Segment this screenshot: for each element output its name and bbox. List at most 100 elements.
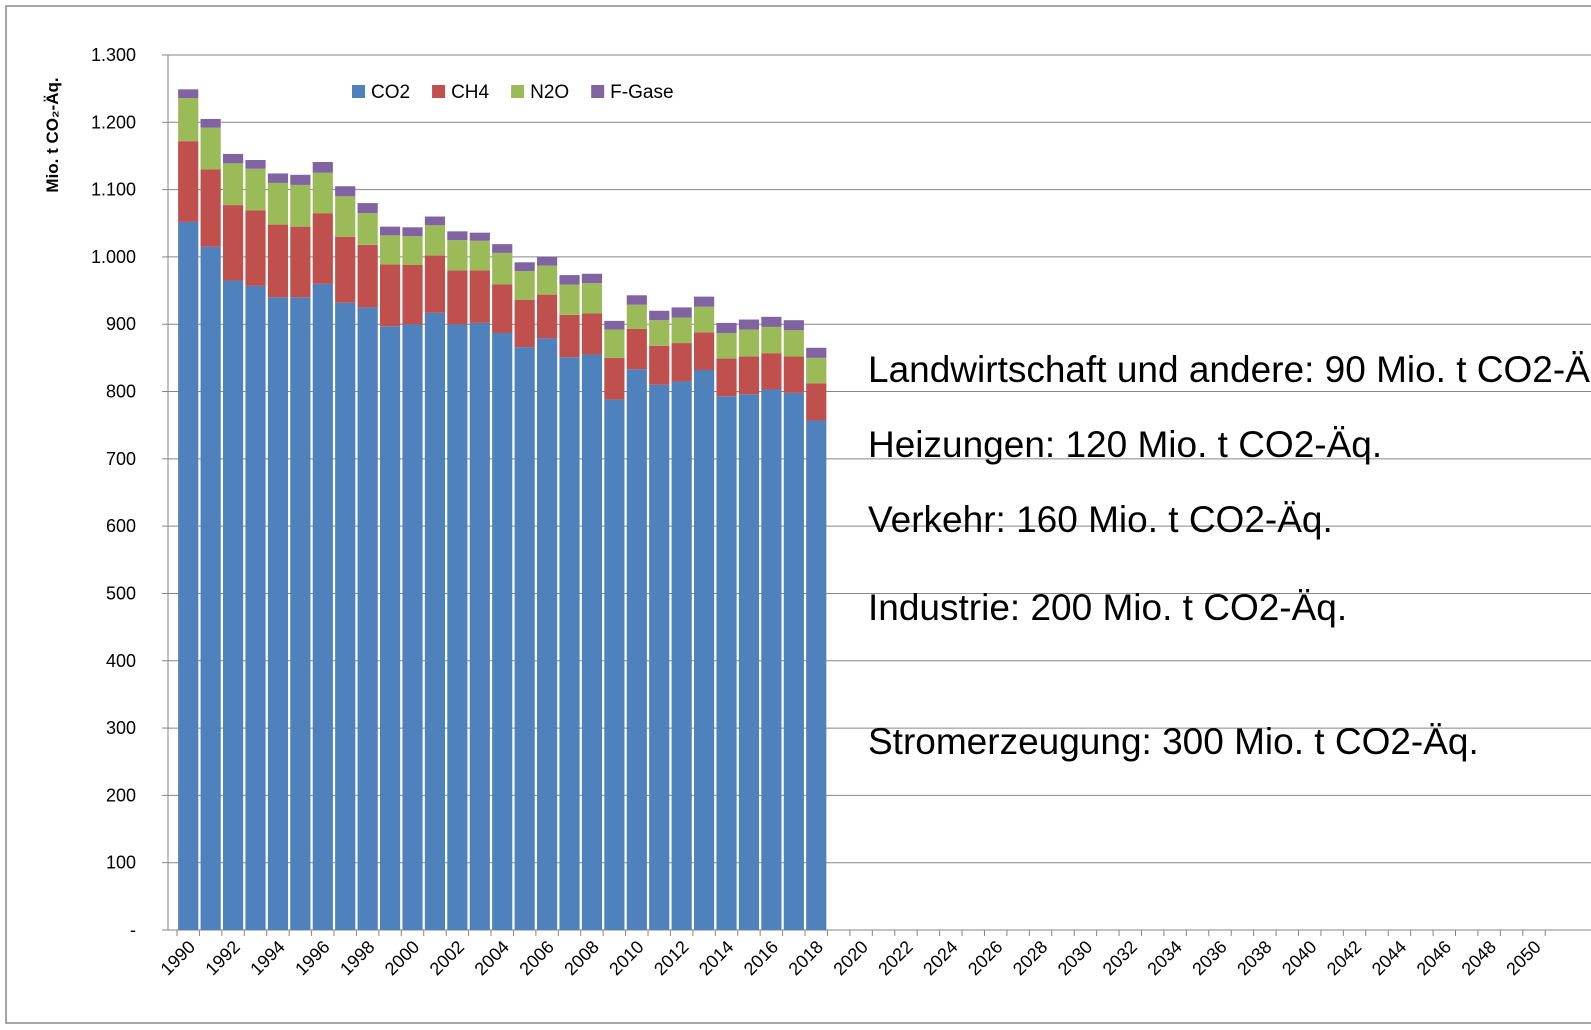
bar-segment xyxy=(290,226,311,298)
legend-label: N2O xyxy=(530,82,569,103)
bar-segment xyxy=(581,273,603,284)
bar-segment xyxy=(649,384,670,930)
legend-swatch xyxy=(591,85,605,98)
bar-segment xyxy=(222,163,244,206)
bar-segment xyxy=(379,264,401,327)
annotation: Verkehr: 160 Mio. t CO2-Äq. xyxy=(868,499,1333,540)
bar-segment xyxy=(604,329,625,358)
bar-segment xyxy=(290,184,311,227)
bar-segment xyxy=(783,320,804,331)
bar-segment xyxy=(559,284,580,315)
bar-segment xyxy=(290,174,311,185)
bar-segment xyxy=(514,300,535,348)
bar-segment xyxy=(694,370,715,930)
y-tick-label: 800 xyxy=(106,382,136,402)
y-tick-label: 1.000 xyxy=(91,247,136,267)
bar-segment xyxy=(447,324,468,930)
bar-segment xyxy=(379,235,401,265)
bar-segment xyxy=(312,283,333,930)
bar-segment xyxy=(402,227,423,237)
y-tick-label: 300 xyxy=(106,718,136,738)
bar-segment xyxy=(626,328,647,370)
y-tick-label: 500 xyxy=(106,583,136,603)
y-tick-label: 900 xyxy=(106,314,136,334)
bar-segment xyxy=(424,255,446,313)
y-tick-label: 1.200 xyxy=(91,112,136,132)
bar-segment xyxy=(200,118,221,128)
bar-segment xyxy=(604,357,625,400)
bar-segment xyxy=(537,338,558,931)
bar-segment xyxy=(424,312,446,930)
bar-segment xyxy=(335,196,356,237)
bar-segment xyxy=(357,203,378,214)
bar-segment xyxy=(581,354,603,930)
bar-segment xyxy=(312,213,333,284)
bar-segment xyxy=(537,265,558,295)
bar-segment xyxy=(245,160,266,169)
bar-segment xyxy=(312,162,333,173)
bar-segment xyxy=(716,358,737,397)
bar-segment xyxy=(222,205,244,281)
bar-segment xyxy=(716,322,737,333)
legend-label: CH4 xyxy=(451,82,489,103)
bar-segment xyxy=(581,313,603,355)
bar-segment xyxy=(649,310,670,321)
y-tick-label: 1.100 xyxy=(91,180,136,200)
bar-segment xyxy=(649,345,670,385)
bar-segment xyxy=(738,319,760,330)
bar-segment xyxy=(783,356,804,393)
bar-segment xyxy=(514,271,535,300)
legend-swatch xyxy=(511,85,525,98)
bar-segment xyxy=(245,210,266,286)
bar-segment xyxy=(267,182,289,225)
bar-segment xyxy=(514,262,535,272)
bar-segment xyxy=(424,216,446,226)
bar-segment xyxy=(694,332,715,370)
bar-segment xyxy=(357,213,378,245)
bar-segment xyxy=(738,329,760,357)
bar-segment xyxy=(492,244,513,253)
bar-segment xyxy=(335,302,356,930)
bar-segment xyxy=(469,232,490,241)
bar-segment xyxy=(537,294,558,339)
bar-segment xyxy=(649,320,670,346)
bar-segment xyxy=(671,317,692,344)
bar-segment xyxy=(469,270,490,323)
bar-segment xyxy=(267,173,289,183)
y-tick-label: 600 xyxy=(106,516,136,536)
legend-swatch xyxy=(432,85,446,98)
y-tick-label: 1.300 xyxy=(91,45,136,65)
y-tick-label: 700 xyxy=(106,449,136,469)
bar-segment xyxy=(357,244,378,308)
bar-segment xyxy=(716,332,737,359)
bar-segment xyxy=(761,389,782,930)
bar-segment xyxy=(335,186,356,197)
bar-segment xyxy=(402,324,423,930)
legend-label: F-Gase xyxy=(610,82,673,103)
bar-segment xyxy=(738,394,760,930)
bar-segment xyxy=(222,153,244,164)
bar-segment xyxy=(492,252,513,285)
bar-segment xyxy=(559,357,580,930)
bar-segment xyxy=(783,392,804,930)
bar-segment xyxy=(604,320,625,330)
annotation: Landwirtschaft und andere: 90 Mio. t CO2… xyxy=(868,349,1591,390)
y-tick-label: 200 xyxy=(106,785,136,805)
bar-segment xyxy=(312,172,333,214)
bar-segment xyxy=(267,224,289,298)
bar-segment xyxy=(738,356,760,395)
bar-segment xyxy=(469,240,490,271)
bar-segment xyxy=(200,169,221,247)
bar-segment xyxy=(178,89,199,99)
bar-segment xyxy=(200,127,221,170)
bar-segment xyxy=(671,307,692,318)
bar-segment xyxy=(626,369,647,931)
legend-label: CO2 xyxy=(371,82,410,103)
bar-segment xyxy=(245,168,266,211)
y-axis-label: Mio. t CO₂-Äq. xyxy=(43,77,62,192)
bar-segment xyxy=(806,383,827,421)
bar-segment xyxy=(245,285,266,931)
bar-segment xyxy=(761,353,782,390)
annotation: Heizungen: 120 Mio. t CO2-Äq. xyxy=(868,424,1382,465)
